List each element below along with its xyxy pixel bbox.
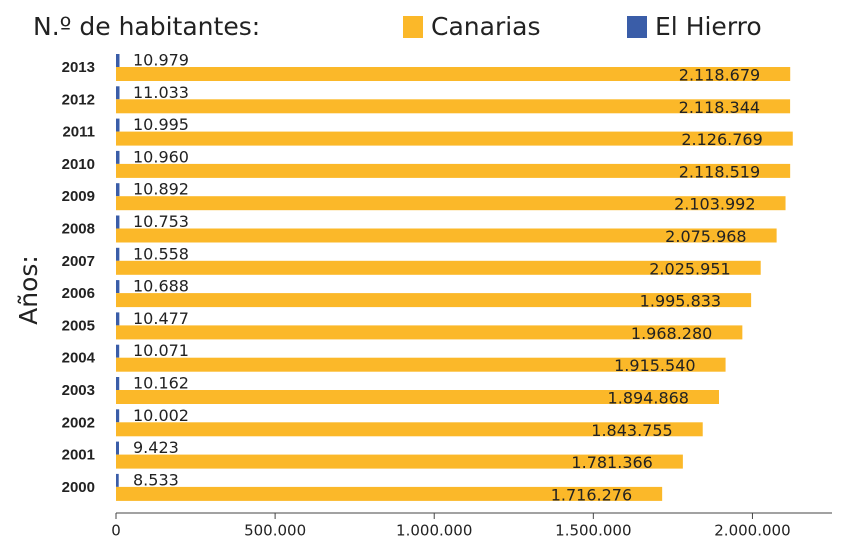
bar	[116, 67, 791, 81]
value-label: 11.033	[133, 83, 189, 102]
bar	[116, 260, 761, 275]
value-label: 9.423	[133, 438, 179, 457]
value-label: 10.892	[133, 180, 189, 199]
bar	[116, 118, 120, 132]
value-label: 1.716.276	[551, 485, 632, 504]
bar	[116, 312, 120, 326]
y-tick-label: 2001	[62, 447, 95, 464]
bar	[116, 473, 119, 487]
bar	[116, 409, 120, 423]
legend-label: Canarias	[431, 12, 541, 41]
bar	[116, 99, 791, 114]
value-label: 10.002	[133, 406, 189, 425]
bar	[116, 344, 120, 358]
x-tick-label: 500.000	[244, 522, 306, 540]
y-tick-label: 2012	[62, 91, 95, 108]
value-label: 8.533	[133, 470, 179, 489]
bar	[116, 293, 752, 308]
value-label: 1.843.755	[591, 421, 672, 440]
y-tick-label: 2000	[62, 479, 95, 496]
value-label: 1.968.280	[631, 324, 712, 343]
value-label: 10.071	[133, 341, 189, 360]
value-label: 1.995.833	[640, 292, 721, 311]
bar	[116, 196, 786, 211]
bar	[116, 441, 119, 455]
bar	[116, 86, 120, 100]
x-tick-label: 1.500.000	[555, 522, 631, 540]
y-tick-label: 2010	[62, 156, 95, 173]
value-label: 10.753	[133, 212, 189, 231]
value-label: 2.075.968	[665, 227, 746, 246]
value-label: 10.960	[133, 147, 189, 166]
legend-label: El Hierro	[655, 12, 762, 41]
bar	[116, 54, 120, 67]
value-label: 10.979	[133, 51, 189, 70]
y-tick-label: 2006	[62, 285, 95, 302]
legend-swatch	[627, 16, 647, 38]
bar	[116, 390, 719, 404]
x-tick-label: 1.000.000	[396, 522, 472, 540]
value-label: 2.126.769	[681, 130, 762, 149]
bar	[116, 183, 120, 197]
value-label: 2.025.951	[649, 259, 730, 278]
y-tick-label: 2013	[62, 59, 95, 76]
value-label: 2.118.519	[679, 162, 760, 181]
value-label: 10.688	[133, 277, 189, 296]
bar	[116, 454, 683, 469]
y-axis-label: Años:	[14, 255, 43, 325]
value-label: 10.162	[133, 374, 189, 393]
bar	[116, 280, 120, 294]
value-label: 1.781.366	[571, 453, 652, 472]
y-tick-label: 2005	[62, 317, 95, 334]
bar	[116, 486, 663, 501]
value-label: 10.558	[133, 244, 189, 263]
value-label: 2.118.679	[679, 66, 760, 85]
bar	[116, 228, 777, 243]
bar	[116, 163, 791, 178]
y-tick-label: 2003	[62, 382, 95, 399]
x-tick-label: 2.000.000	[714, 522, 790, 540]
y-tick-label: 2009	[62, 188, 95, 205]
bar	[116, 247, 120, 261]
value-label: 2.118.344	[679, 98, 760, 117]
y-tick-label: 2002	[62, 414, 95, 431]
value-label: 1.915.540	[614, 356, 695, 375]
value-label: 2.103.992	[674, 195, 755, 214]
y-tick-label: 2004	[62, 350, 96, 367]
bar	[116, 131, 793, 146]
bar	[116, 422, 703, 437]
bar	[116, 325, 743, 340]
x-tick-label: 0	[111, 522, 121, 540]
bar	[116, 357, 726, 372]
bar	[116, 150, 120, 164]
bar	[116, 377, 120, 390]
value-label: 10.477	[133, 309, 189, 328]
value-label: 10.995	[133, 115, 189, 134]
bar	[116, 215, 120, 229]
value-label: 1.894.868	[608, 389, 689, 408]
y-tick-label: 2011	[62, 124, 95, 141]
chart-title: N.º de habitantes:	[33, 12, 260, 41]
y-tick-label: 2008	[62, 220, 95, 237]
y-tick-label: 2007	[62, 253, 95, 270]
legend-swatch	[403, 16, 423, 38]
